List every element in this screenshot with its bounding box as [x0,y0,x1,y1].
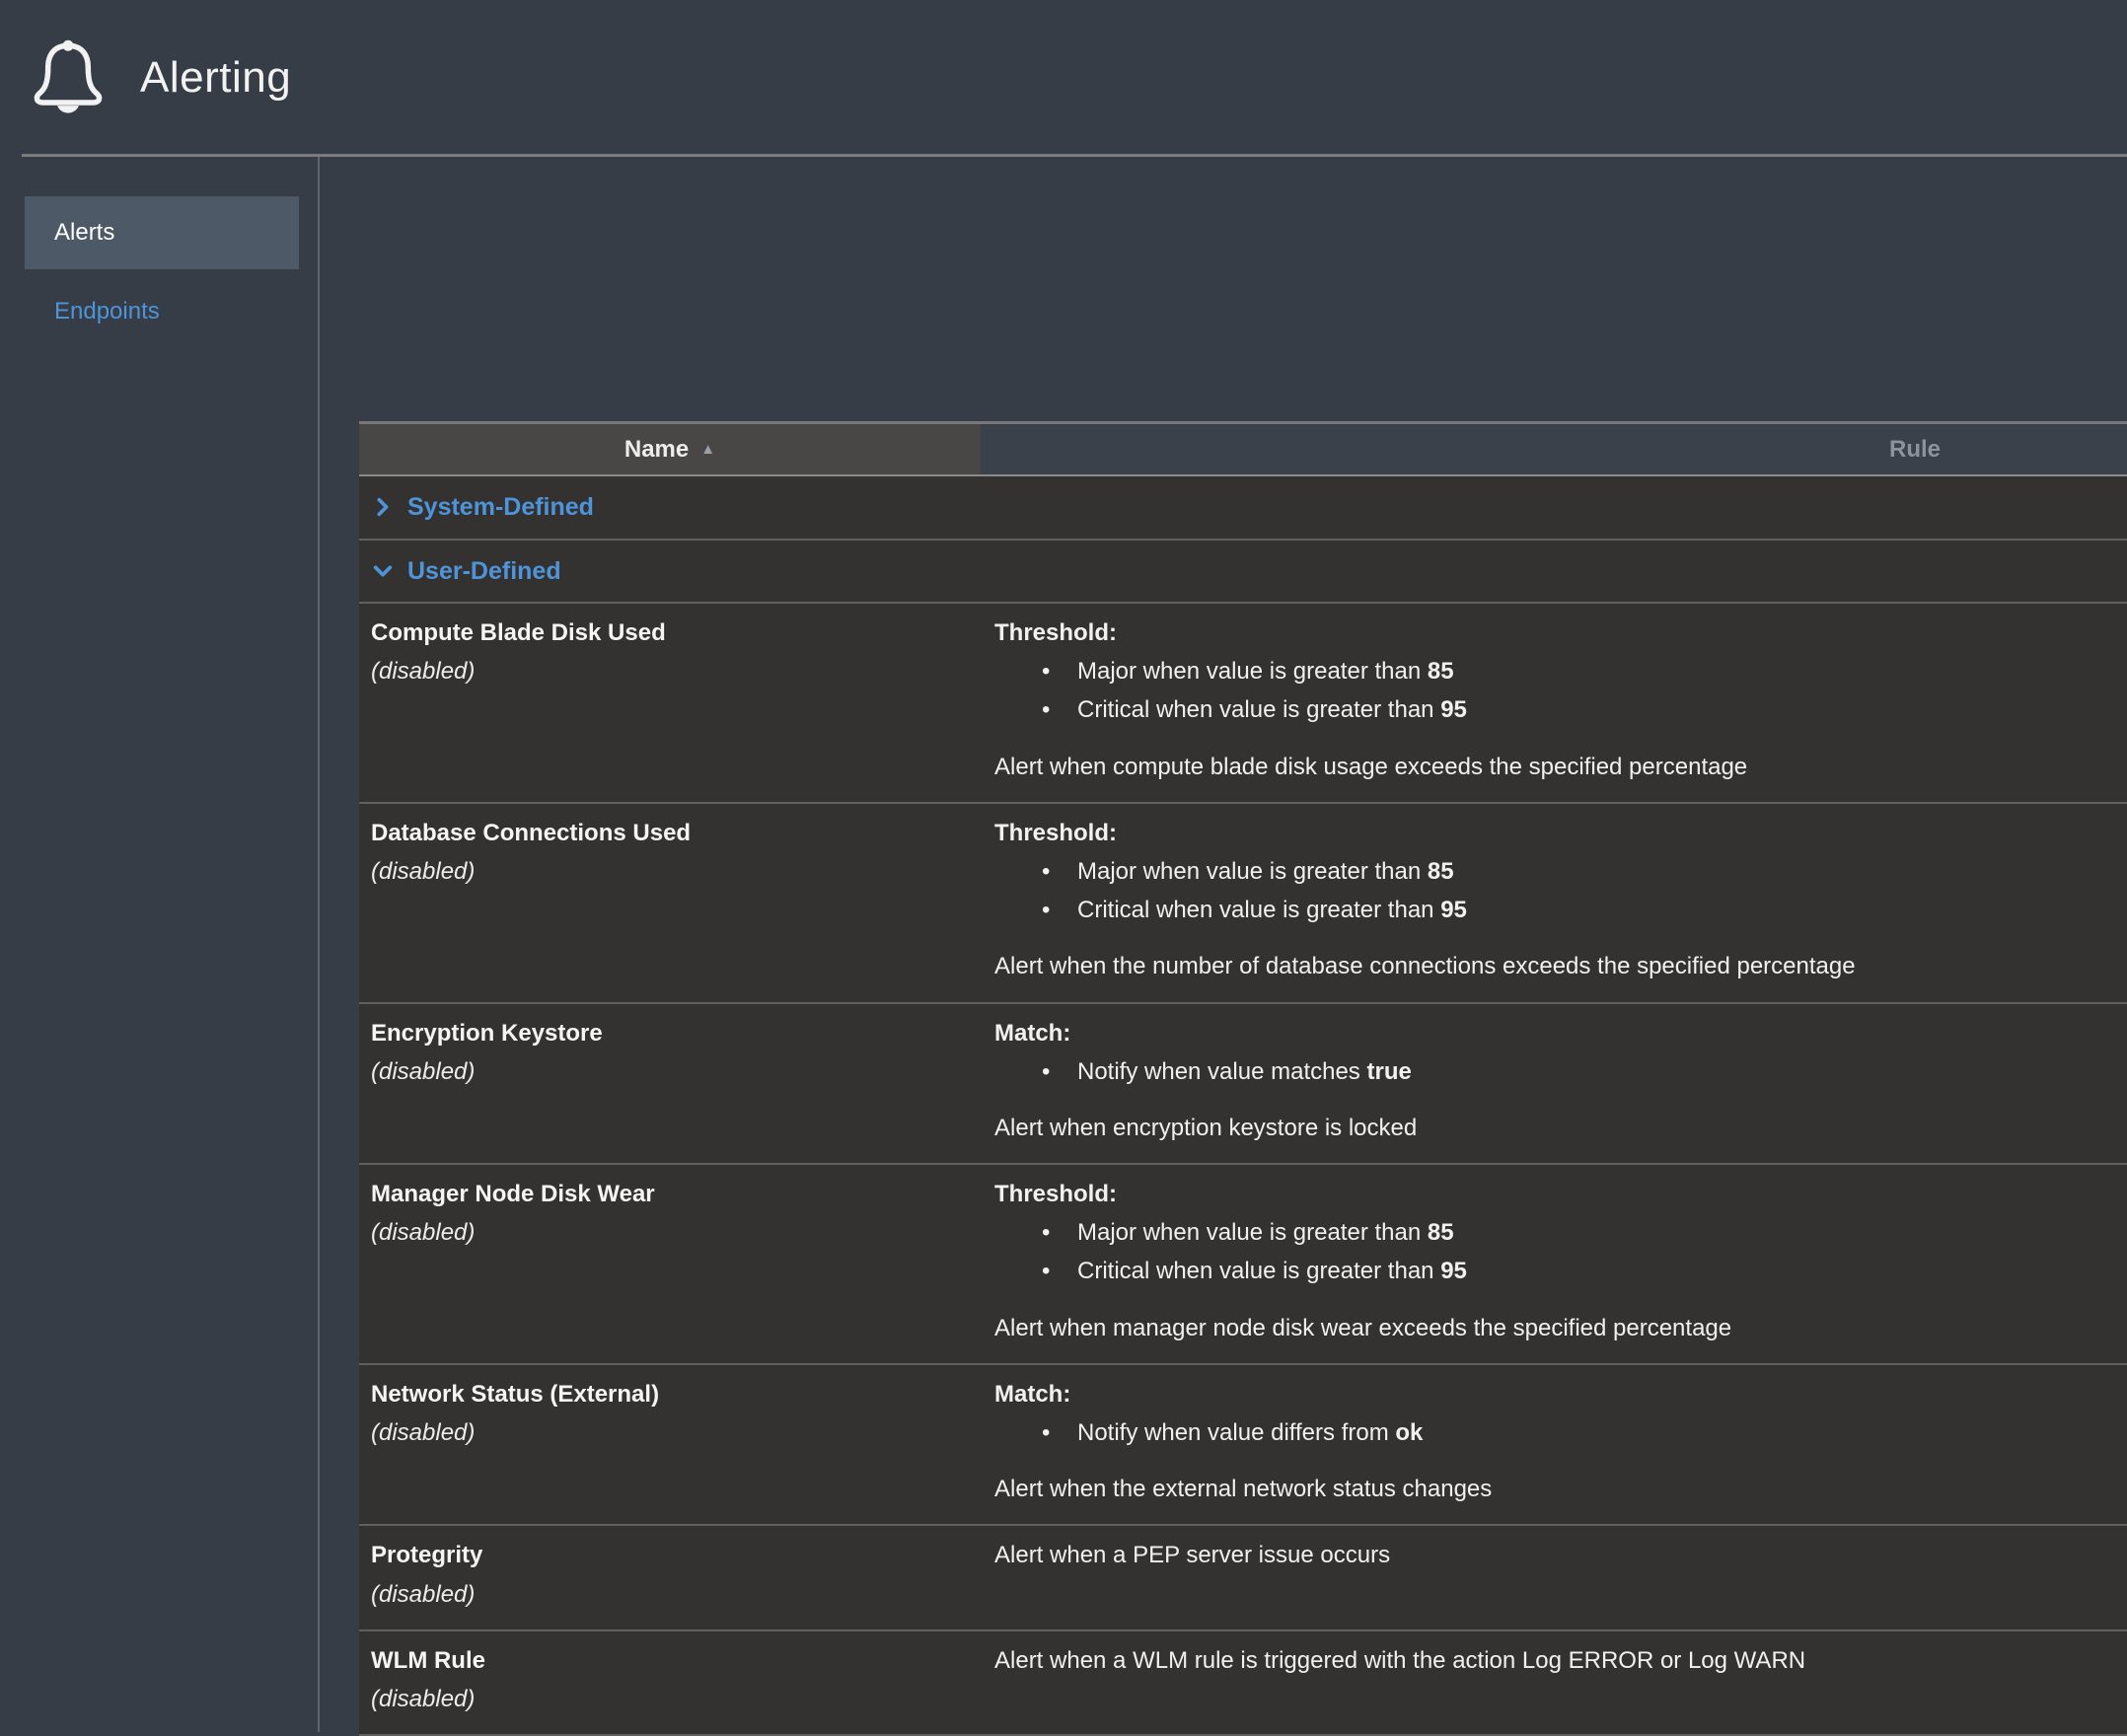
column-header-name-label: Name [623,435,690,463]
rule-condition: Major when value is greater than 85 [1042,1217,2127,1248]
alert-name: Database Connections Used [371,819,692,846]
table-header-row: Name ▲ Rule [359,421,2127,476]
rule-description: Alert when the number of database connec… [994,953,1856,980]
column-header-rule[interactable]: Rule [1888,435,1941,463]
alerts-table: Name ▲ Rule System-Defined User-Defined … [359,421,2127,1736]
rule-description: Alert when compute blade disk usage exce… [994,753,1748,780]
chevron-down-icon [373,565,393,577]
alert-name-cell: Manager Node Disk Wear (disabled) [359,1165,981,1363]
alert-rule-cell: Match: Notify when value matches true Al… [981,1004,2127,1164]
group-row[interactable]: User-Defined [359,541,2127,604]
alert-name: Network Status (External) [371,1380,660,1408]
table-body: System-Defined User-Defined Compute Blad… [359,476,2127,1736]
rule-condition: Critical when value is greater than 95 [1042,1256,2127,1286]
condition-value: 85 [1427,857,1454,885]
alert-status: (disabled) [371,1219,476,1247]
condition-value: 85 [1427,1219,1454,1247]
condition-value: true [1366,1057,1412,1085]
alert-row[interactable]: WLM Rule (disabled) Alert when a WLM rul… [359,1631,2127,1736]
alert-row[interactable]: Protegrity (disabled) Alert when a PEP s… [359,1526,2127,1631]
alert-rule-cell: Alert when a WLM rule is triggered with … [981,1631,2127,1734]
condition-text: Critical when value is greater than [1077,1258,1441,1285]
rule-condition: Notify when value differs from ok [1042,1417,2127,1448]
alert-status: (disabled) [371,658,476,686]
rule-condition: Notify when value matches true [1042,1056,2127,1087]
condition-value: 95 [1440,897,1467,924]
rule-type-label: Match: [994,1019,1071,1047]
condition-value: 95 [1440,696,1467,724]
alert-rule-cell: Threshold: Major when value is greater t… [981,1165,2127,1363]
rule-conditions: Major when value is greater than 85 Criti… [994,656,2127,725]
alert-name: Encryption Keystore [371,1019,603,1047]
rule-conditions: Major when value is greater than 85 Criti… [994,1217,2127,1286]
alert-row[interactable]: Database Connections Used (disabled) Thr… [359,804,2127,1004]
alert-name-cell: Network Status (External) (disabled) [359,1365,981,1525]
page-title: Alerting [140,52,292,102]
alert-rule-cell: Match: Notify when value differs from ok… [981,1365,2127,1525]
alert-row[interactable]: Network Status (External) (disabled) Mat… [359,1365,2127,1527]
rule-description: Alert when a WLM rule is triggered with … [994,1646,1806,1674]
rule-type-label: Threshold: [994,1181,1117,1208]
rule-condition: Critical when value is greater than 95 [1042,694,2127,725]
alert-name: Protegrity [371,1542,483,1569]
rule-description: Alert when a PEP server issue occurs [994,1542,1391,1569]
condition-text: Notify when value differs from [1077,1419,1396,1446]
rule-conditions: Notify when value differs from ok [994,1417,2127,1448]
rule-condition: Major when value is greater than 85 [1042,856,2127,887]
sidebar: Alerts Endpoints [0,155,320,1732]
alert-status: (disabled) [371,1419,476,1446]
alert-name: Manager Node Disk Wear [371,1181,655,1208]
header-divider [22,154,2127,157]
group-label: System-Defined [407,493,594,521]
alert-row[interactable]: Manager Node Disk Wear (disabled) Thresh… [359,1165,2127,1365]
alert-name-cell: Protegrity (disabled) [359,1526,981,1628]
condition-text: Critical when value is greater than [1077,696,1441,724]
alert-name-cell: Encryption Keystore (disabled) [359,1004,981,1164]
rule-type-label: Match: [994,1380,1071,1408]
condition-value: 95 [1440,1258,1467,1285]
rule-description: Alert when the external network status c… [994,1476,1493,1503]
page-header: Alerting [0,0,2127,155]
condition-text: Major when value is greater than [1077,1219,1428,1247]
sidebar-item-alerts[interactable]: Alerts [25,196,299,269]
alert-status: (disabled) [371,1580,476,1608]
group-label: User-Defined [407,556,561,585]
rule-condition: Major when value is greater than 85 [1042,656,2127,687]
condition-text: Major when value is greater than [1077,658,1428,686]
condition-value: ok [1395,1419,1424,1446]
rule-type-label: Threshold: [994,819,1117,846]
sidebar-item-endpoints[interactable]: Endpoints [54,298,160,325]
condition-value: 85 [1427,658,1454,686]
rule-description: Alert when manager node disk wear exceed… [994,1314,1732,1341]
alert-name-cell: Database Connections Used (disabled) [359,804,981,1002]
alert-status: (disabled) [371,1057,476,1085]
alert-row[interactable]: Encryption Keystore (disabled) Match: No… [359,1004,2127,1166]
alert-name: WLM Rule [371,1646,485,1674]
alert-rule-cell: Alert when a PEP server issue occurs [981,1526,2127,1628]
rule-description: Alert when encryption keystore is locked [994,1114,1418,1141]
alert-row[interactable]: Compute Blade Disk Used (disabled) Thres… [359,604,2127,804]
column-header-name[interactable]: Name ▲ [359,424,981,474]
bell-icon [30,27,109,129]
condition-text: Major when value is greater than [1077,857,1428,885]
alert-status: (disabled) [371,1685,476,1712]
group-row[interactable]: System-Defined [359,476,2127,541]
alert-rule-cell: Threshold: Major when value is greater t… [981,604,2127,802]
main-content: Name ▲ Rule System-Defined User-Defined … [320,155,2127,1736]
alert-rule-cell: Threshold: Major when value is greater t… [981,804,2127,1002]
rule-conditions: Notify when value matches true [994,1056,2127,1087]
alert-name-cell: WLM Rule (disabled) [359,1631,981,1734]
sort-ascending-icon: ▲ [700,441,716,458]
rule-condition: Critical when value is greater than 95 [1042,895,2127,925]
alert-status: (disabled) [371,857,476,885]
rule-conditions: Major when value is greater than 85 Criti… [994,856,2127,925]
condition-text: Critical when value is greater than [1077,897,1441,924]
rule-type-label: Threshold: [994,619,1117,646]
chevron-right-icon [377,498,389,517]
alert-name: Compute Blade Disk Used [371,619,666,646]
condition-text: Notify when value matches [1077,1057,1367,1085]
alert-name-cell: Compute Blade Disk Used (disabled) [359,604,981,802]
